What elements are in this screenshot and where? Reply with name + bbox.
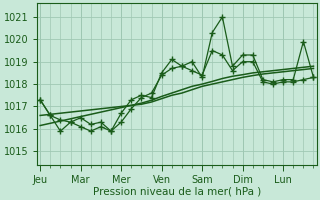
X-axis label: Pression niveau de la mer( hPa ): Pression niveau de la mer( hPa )	[93, 187, 261, 197]
